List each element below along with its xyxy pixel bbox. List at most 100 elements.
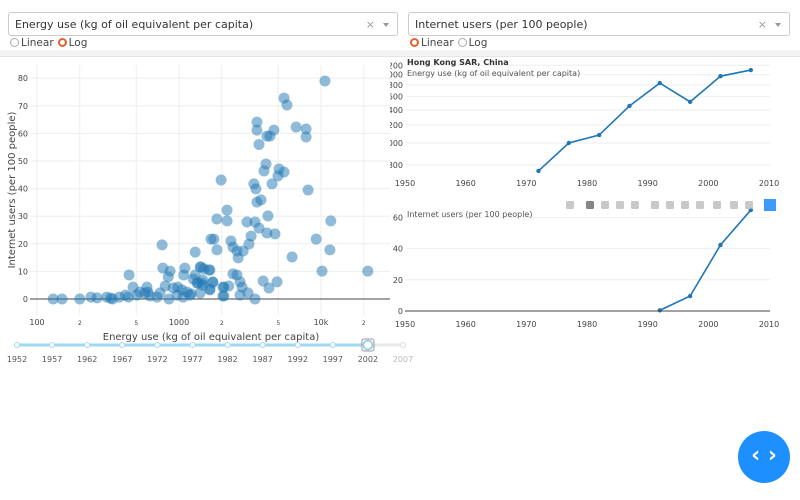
data-point[interactable] <box>105 292 117 304</box>
data-point[interactable] <box>221 215 233 227</box>
zoom-in-icon[interactable] <box>651 201 659 209</box>
chevron-down-icon[interactable] <box>383 23 389 27</box>
slider-mark-label[interactable]: 1962 <box>77 355 97 364</box>
data-point[interactable] <box>687 293 693 299</box>
autoscale-icon[interactable] <box>681 201 689 209</box>
data-point[interactable] <box>189 246 201 258</box>
year-slider[interactable]: 1952 1957 1962 1967 1972 1977 1982 1987 1992 1997… <box>7 338 413 364</box>
x-indicator-dropdown[interactable]: Energy use (kg of oil equivalent per cap… <box>8 12 398 36</box>
data-point[interactable] <box>215 174 227 186</box>
data-point[interactable] <box>281 99 293 111</box>
data-point[interactable] <box>74 293 86 305</box>
data-point[interactable] <box>718 73 723 79</box>
data-point[interactable] <box>362 265 374 277</box>
pan-icon[interactable] <box>601 201 609 209</box>
data-point[interactable] <box>290 121 302 133</box>
data-point[interactable] <box>596 132 602 138</box>
slider-dot[interactable] <box>294 342 301 348</box>
data-point[interactable] <box>163 293 175 305</box>
slider-mark-label[interactable]: 1977 <box>182 355 202 364</box>
y-indicator-dropdown[interactable]: Internet users (per 100 people) × <box>408 12 790 36</box>
data-point[interactable] <box>266 178 278 190</box>
slider-mark-label[interactable]: 2007 <box>393 355 413 364</box>
series-line[interactable] <box>659 209 752 312</box>
data-point[interactable] <box>258 165 270 177</box>
data-point[interactable] <box>316 265 328 277</box>
slider-mark-label[interactable]: 1957 <box>42 355 62 364</box>
data-point[interactable] <box>324 244 336 256</box>
slider-mark-label[interactable]: 1997 <box>323 355 343 364</box>
box-select-icon[interactable] <box>616 201 624 209</box>
data-point[interactable] <box>249 293 261 305</box>
data-point[interactable] <box>269 228 281 240</box>
slider-handle-knob[interactable] <box>362 339 374 351</box>
data-point[interactable] <box>657 80 662 86</box>
data-point[interactable] <box>122 291 134 303</box>
data-point[interactable] <box>718 242 723 248</box>
slider-mark-label[interactable]: 2002 <box>358 355 378 364</box>
data-point[interactable] <box>300 123 312 135</box>
slider-dot[interactable] <box>154 342 161 348</box>
data-point[interactable] <box>251 116 263 128</box>
data-point[interactable] <box>156 239 168 251</box>
camera-icon[interactable] <box>566 201 574 209</box>
slider-dot[interactable] <box>189 342 196 348</box>
data-point[interactable] <box>47 293 59 305</box>
slider-mark-label[interactable]: 1987 <box>252 355 272 364</box>
data-point[interactable] <box>91 292 103 304</box>
data-point[interactable] <box>657 308 662 313</box>
slider-dot[interactable] <box>119 342 126 348</box>
slider-mark-label[interactable]: 1972 <box>147 355 167 364</box>
slider-dot[interactable] <box>400 342 406 348</box>
data-point[interactable] <box>154 287 166 299</box>
clear-icon[interactable]: × <box>757 18 767 31</box>
slider-dot[interactable] <box>224 342 231 348</box>
slider-dot[interactable] <box>49 342 56 348</box>
data-point[interactable] <box>300 131 312 143</box>
spike-lines-icon[interactable] <box>713 201 721 209</box>
clear-icon[interactable]: × <box>365 18 375 31</box>
data-point[interactable] <box>261 227 273 239</box>
slider-mark-label[interactable]: 1982 <box>217 355 237 364</box>
slider-mark-label[interactable]: 1992 <box>288 355 308 364</box>
data-point[interactable] <box>536 168 541 174</box>
data-point[interactable] <box>221 204 233 216</box>
data-point[interactable] <box>310 233 322 245</box>
radio-linear[interactable]: Linear <box>410 37 454 49</box>
data-point[interactable] <box>250 183 262 195</box>
data-point[interactable] <box>748 67 753 73</box>
data-point[interactable] <box>627 103 632 109</box>
data-point[interactable] <box>302 184 314 196</box>
internet-timeseries[interactable]: 0 20 40 60 1950 1960 1970 1980 1990 2000 2010 Inter… <box>393 207 779 329</box>
hover-closest-icon[interactable] <box>730 201 738 209</box>
slider-mark-label[interactable]: 1952 <box>7 355 27 364</box>
lasso-icon[interactable] <box>631 201 639 209</box>
data-point[interactable] <box>264 130 276 142</box>
data-point[interactable] <box>217 290 229 302</box>
data-point[interactable] <box>211 213 223 225</box>
data-point[interactable] <box>237 245 249 257</box>
data-point[interactable] <box>217 281 229 293</box>
home-icon[interactable] <box>696 201 704 209</box>
chevron-down-icon[interactable] <box>775 23 781 27</box>
slider-dot[interactable] <box>329 342 336 348</box>
data-point[interactable] <box>178 269 190 281</box>
data-point[interactable] <box>208 233 220 245</box>
data-point[interactable] <box>56 293 68 305</box>
data-point[interactable] <box>253 222 265 234</box>
data-point[interactable] <box>263 282 275 294</box>
data-point[interactable] <box>123 269 135 281</box>
zoom-icon[interactable] <box>586 201 594 209</box>
data-point[interactable] <box>184 289 196 301</box>
data-point[interactable] <box>271 276 283 288</box>
data-point[interactable] <box>251 124 263 136</box>
hover-compare-icon[interactable] <box>745 201 753 209</box>
radio-log[interactable]: Log <box>457 37 487 49</box>
data-point[interactable] <box>241 216 253 228</box>
slider-dot[interactable] <box>14 342 20 348</box>
radio-linear[interactable]: Linear <box>10 37 54 49</box>
data-point[interactable] <box>262 210 274 222</box>
data-point[interactable] <box>286 251 298 263</box>
